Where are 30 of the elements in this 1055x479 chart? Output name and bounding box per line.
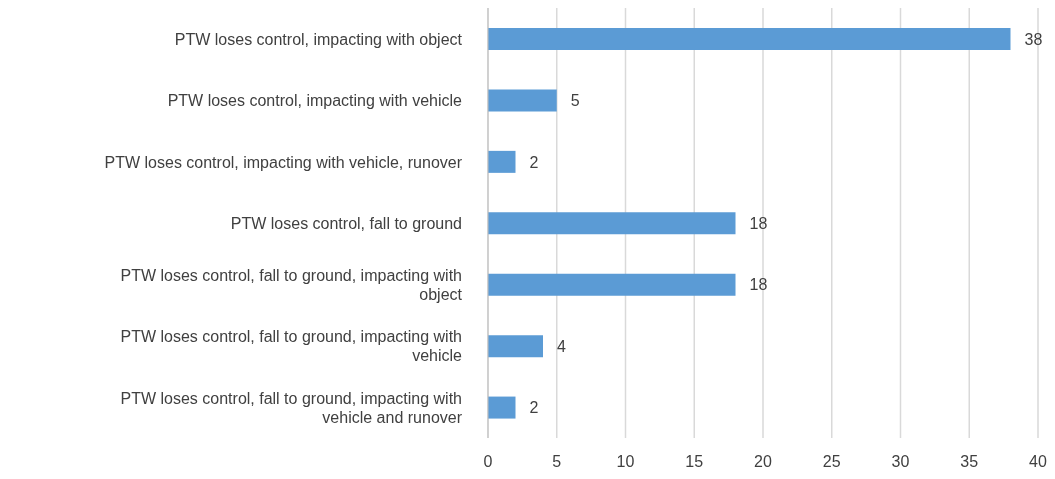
y-tick-label: PTW loses control, impacting with object — [174, 30, 463, 48]
bar — [488, 273, 736, 296]
bar — [488, 150, 516, 173]
y-tick-label: PTW loses control, impacting with vehicle — [167, 91, 463, 109]
x-tick-label: 40 — [1029, 453, 1047, 471]
x-tick-label: 5 — [552, 453, 562, 471]
data-label: 18 — [749, 214, 768, 232]
y-tick-label: PTW loses control, fall to ground — [230, 214, 462, 232]
x-tick-label: 0 — [483, 453, 493, 471]
bar — [488, 28, 1011, 50]
x-tick-label: 25 — [822, 453, 841, 471]
x-tick-label: 30 — [891, 453, 910, 471]
x-tick-label: 15 — [685, 453, 704, 471]
x-tick-label: 35 — [960, 453, 979, 471]
data-label: 38 — [1024, 30, 1043, 48]
y-tick-label: PTW loses control, fall to ground, impacting with vehicle and runover — [120, 389, 463, 426]
y-tick-label: PTW loses control, fall to ground, impacting with vehicle — [120, 327, 463, 364]
data-label: 5 — [570, 92, 580, 110]
data-label: 18 — [749, 276, 768, 294]
y-tick-label: PTW loses control, fall to ground, impacting with object — [120, 266, 463, 303]
x-tick-label: 10 — [616, 453, 635, 471]
x-tick-label: 20 — [754, 453, 772, 471]
data-label: 4 — [557, 337, 566, 355]
data-label: 2 — [529, 153, 539, 171]
bar — [488, 212, 736, 235]
bar — [488, 335, 543, 358]
data-label: 2 — [529, 399, 539, 417]
bar — [488, 396, 516, 419]
bar — [488, 89, 557, 112]
y-tick-label: PTW loses control, impacting with vehicle, runover — [104, 153, 463, 171]
